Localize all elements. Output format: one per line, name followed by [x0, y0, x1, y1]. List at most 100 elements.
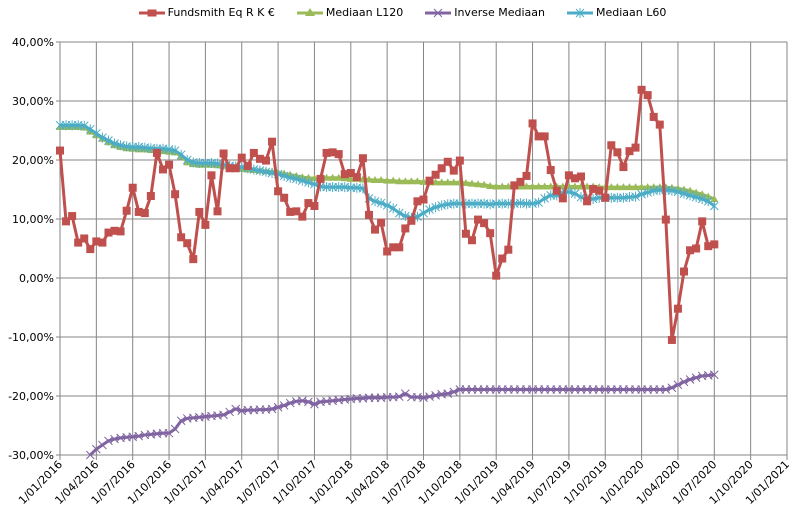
data-point — [697, 193, 707, 204]
data-point — [104, 228, 113, 237]
data-point — [589, 184, 598, 193]
data-point — [261, 156, 270, 165]
data-point — [558, 194, 567, 203]
data-point — [600, 385, 610, 394]
x-marker-icon — [425, 8, 452, 17]
data-point — [328, 182, 337, 193]
data-point — [583, 197, 592, 206]
data-point — [637, 189, 646, 200]
data-point — [443, 178, 452, 186]
data-point — [631, 191, 640, 202]
data-point — [449, 178, 458, 186]
data-point — [691, 192, 701, 203]
square-marker-icon — [138, 9, 165, 16]
legend-label: Mediaan L120 — [325, 6, 404, 19]
data-point — [176, 149, 186, 160]
data-point — [55, 120, 65, 131]
data-point — [164, 428, 174, 438]
data-point — [588, 385, 598, 394]
data-point — [673, 380, 683, 390]
data-point — [370, 393, 380, 403]
data-point — [219, 410, 228, 420]
data-point — [437, 178, 446, 186]
data-point — [698, 217, 707, 226]
data-point — [194, 157, 204, 168]
data-point — [86, 245, 95, 254]
data-point — [480, 219, 489, 228]
data-point — [346, 174, 355, 182]
data-point — [522, 182, 531, 190]
data-point — [498, 254, 507, 263]
data-point — [503, 385, 513, 394]
data-point — [407, 392, 416, 402]
data-point — [479, 385, 489, 394]
data-point — [649, 385, 659, 394]
data-point — [540, 385, 550, 394]
data-point — [607, 183, 616, 191]
data-point — [183, 239, 192, 248]
data-point — [419, 177, 428, 185]
data-point — [680, 267, 689, 276]
data-point — [431, 202, 440, 213]
data-point — [207, 171, 216, 180]
data-point — [225, 407, 234, 417]
data-point — [637, 385, 646, 394]
data-point — [497, 385, 507, 394]
data-point — [334, 150, 343, 159]
data-point — [558, 385, 568, 394]
data-point — [91, 444, 101, 454]
data-point — [637, 85, 646, 94]
data-point — [182, 155, 192, 165]
data-point — [237, 153, 246, 162]
data-point — [655, 385, 665, 394]
data-point — [382, 392, 392, 402]
data-point — [67, 120, 77, 131]
data-point — [625, 183, 634, 191]
data-point — [304, 199, 313, 208]
series-line — [89, 373, 715, 457]
data-point — [491, 385, 501, 394]
data-point — [709, 201, 719, 212]
data-point — [534, 182, 543, 190]
data-point — [394, 392, 404, 401]
data-point — [540, 182, 549, 190]
data-point — [631, 385, 640, 394]
data-point — [382, 200, 392, 211]
data-point — [243, 405, 253, 415]
data-point — [467, 236, 476, 245]
series-fundsmith-eq-r-k- — [56, 85, 719, 344]
data-point — [219, 149, 228, 158]
data-point — [268, 137, 277, 146]
data-point — [474, 180, 483, 188]
data-point — [492, 182, 501, 190]
data-point — [449, 166, 458, 175]
data-point — [395, 177, 404, 185]
data-point — [383, 247, 392, 256]
data-point — [140, 209, 149, 218]
data-point — [552, 186, 561, 195]
data-point — [455, 385, 465, 394]
data-point — [461, 229, 470, 238]
data-point — [661, 215, 670, 224]
data-point — [146, 191, 155, 200]
data-point — [685, 190, 695, 201]
data-point — [685, 375, 695, 384]
data-point — [570, 188, 580, 199]
data-point — [346, 182, 356, 193]
data-point — [280, 193, 289, 202]
data-point — [540, 132, 549, 141]
data-point — [582, 385, 592, 394]
data-point — [534, 197, 543, 208]
data-point — [285, 398, 295, 408]
data-point — [310, 174, 319, 182]
data-point — [643, 385, 653, 394]
axes — [56, 41, 788, 460]
data-point — [534, 385, 543, 394]
data-point — [486, 229, 495, 238]
data-point — [673, 186, 683, 197]
data-point — [225, 164, 234, 173]
data-point — [698, 190, 707, 198]
y-tick-label: 10,00% — [12, 213, 54, 226]
data-point — [279, 401, 289, 410]
data-point — [104, 436, 113, 446]
